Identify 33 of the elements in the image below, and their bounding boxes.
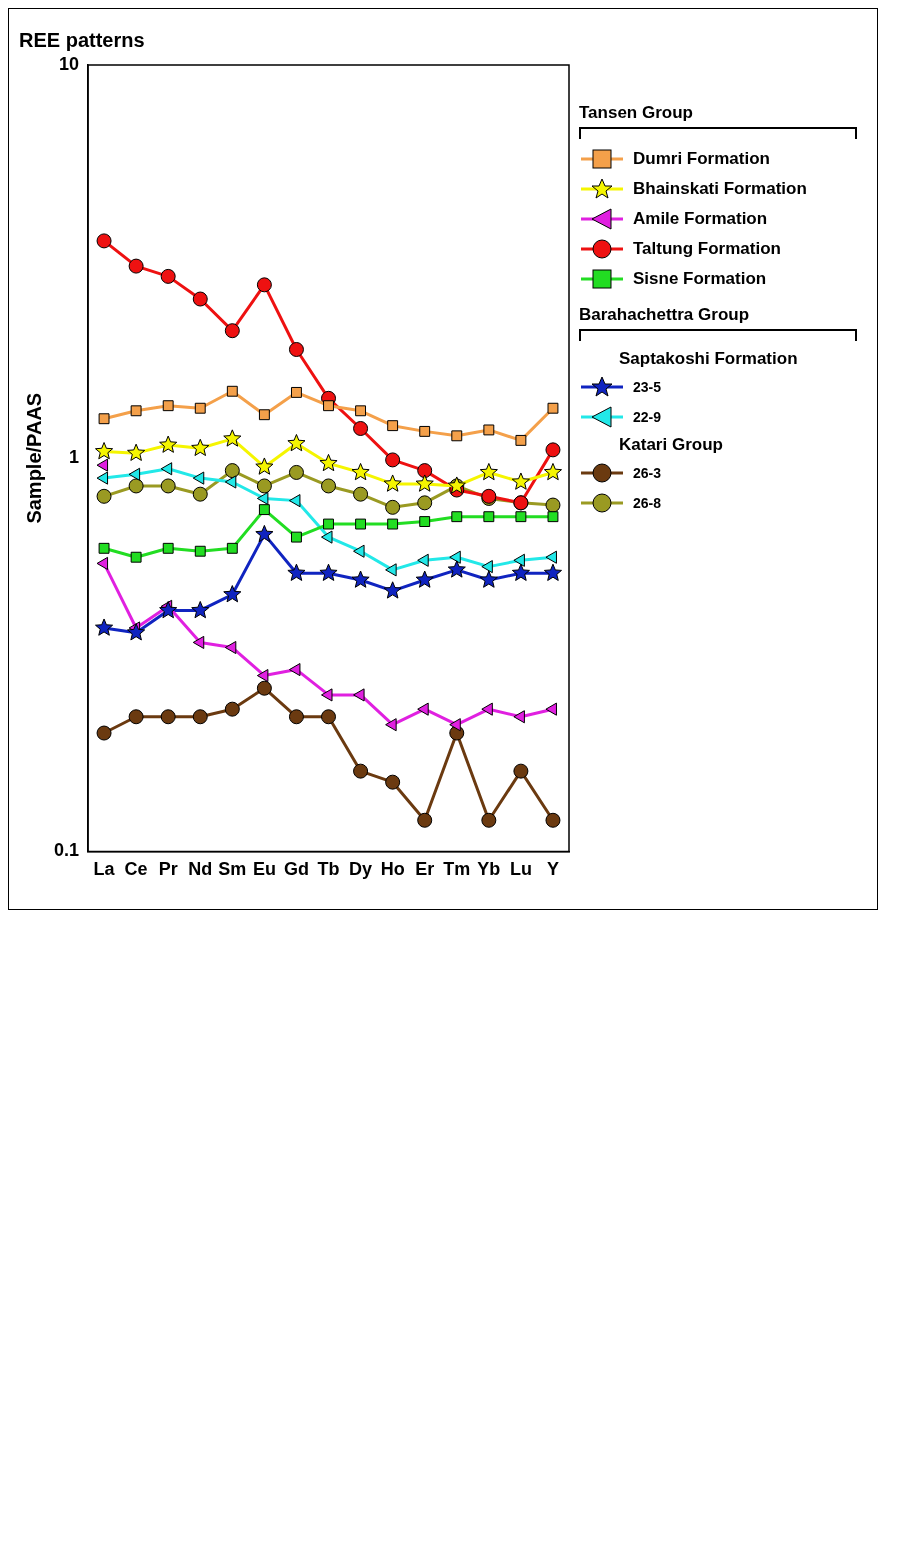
legend-label: Dumri Formation (633, 149, 770, 169)
x-tick-label: Tm (443, 859, 471, 880)
text: Barahachettra Group (579, 305, 751, 325)
x-tick-label: Er (415, 859, 435, 880)
y-axis-title: Sample/PAAS (22, 392, 45, 524)
x-tick-label: Nd (188, 859, 213, 880)
x-tick-label: Pr (158, 859, 178, 880)
x-tick-label: La (93, 859, 116, 880)
y-tick-label: 10 (58, 53, 80, 74)
x-tick-label: Gd (283, 859, 309, 880)
x-tick-label: Ho (380, 859, 405, 880)
legend-label: 23-5 (633, 379, 662, 395)
text: Tansen Group (579, 103, 694, 123)
x-tick-label: Tb (317, 859, 340, 880)
legend-label: 22-9 (633, 409, 662, 425)
legend-label: Sisne Formation (633, 269, 767, 289)
x-tick-label: Dy (349, 859, 373, 880)
chart-title: REE patterns (19, 28, 145, 51)
text: Katari Group (619, 435, 724, 455)
x-tick-label: Y (546, 859, 559, 880)
legend-label: Taltung Formation (633, 239, 781, 259)
legend-label: Amile Formation (633, 209, 768, 229)
x-tick-label: Ce (124, 859, 148, 880)
x-tick-label: Yb (477, 859, 501, 880)
x-tick-label: Eu (252, 859, 276, 880)
legend-label: 26-8 (633, 495, 662, 511)
text: Saptakoshi Formation (619, 349, 799, 369)
legend-label: Bhainskati Formation (633, 179, 807, 199)
y-tick-label: 0.1 (53, 840, 80, 861)
x-tick-label: Sm (218, 859, 247, 880)
x-tick-label: Lu (509, 859, 532, 880)
y-tick-label: 1 (69, 447, 80, 468)
legend-label: 26-3 (633, 465, 662, 481)
